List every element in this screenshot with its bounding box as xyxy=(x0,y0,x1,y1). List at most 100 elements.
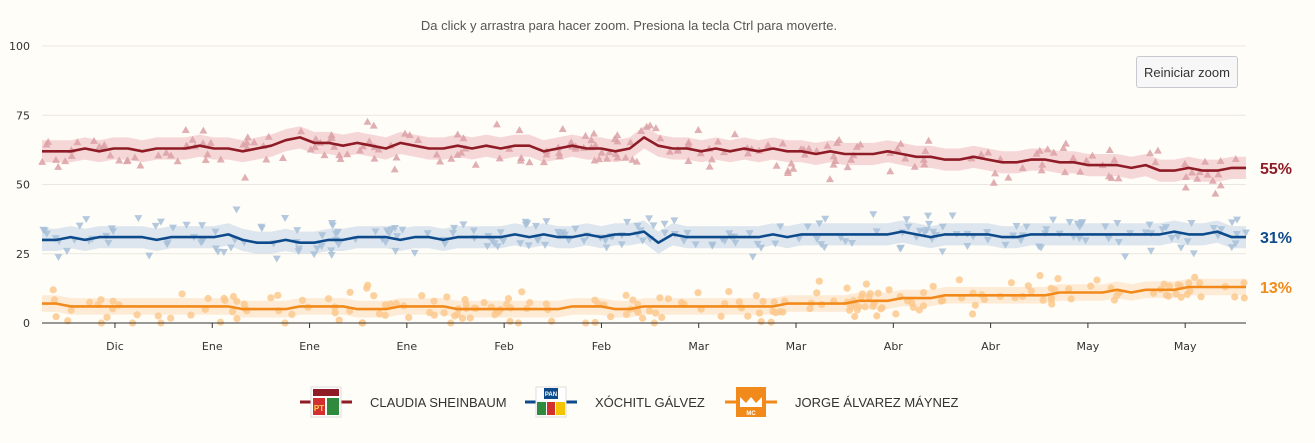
polling-chart[interactable]: Da click y arrastra para hacer zoom. Pre… xyxy=(0,0,1315,370)
poll-point-0-201 xyxy=(590,156,599,164)
poll-point-2-202 xyxy=(1185,279,1193,287)
poll-point-1-84 xyxy=(1146,247,1155,255)
poll-point-0-213 xyxy=(1216,157,1225,165)
trend-lines xyxy=(42,136,1246,311)
poll-point-2-133 xyxy=(744,312,752,320)
poll-point-0-99 xyxy=(977,150,986,158)
poll-point-2-121 xyxy=(772,309,780,317)
poll-point-2-155 xyxy=(375,310,383,318)
poll-point-2-131 xyxy=(862,280,871,288)
poll-point-0-49 xyxy=(831,156,840,164)
poll-point-1-50 xyxy=(564,237,573,245)
poll-point-0-91 xyxy=(673,146,682,154)
poll-point-1-56 xyxy=(156,218,165,226)
poll-point-1-44 xyxy=(660,220,669,228)
poll-point-0-50 xyxy=(278,154,287,162)
legend-item-sheinbaum[interactable]: PT CLAUDIA SHEINBAUM xyxy=(300,376,507,428)
poll-point-1-21 xyxy=(524,242,533,250)
poll-point-1-209 xyxy=(725,230,734,238)
poll-point-0-21 xyxy=(297,127,306,135)
poll-point-1-150 xyxy=(257,223,266,231)
poll-point-1-13 xyxy=(211,228,220,236)
poll-point-1-191 xyxy=(1012,222,1021,230)
svg-text:PAN: PAN xyxy=(545,392,557,398)
poll-point-2-129 xyxy=(233,297,241,305)
poll-point-1-168 xyxy=(683,229,692,237)
poll-point-0-158 xyxy=(829,152,838,160)
poll-point-2-97 xyxy=(694,289,702,297)
poll-point-0-102 xyxy=(910,162,919,170)
poll-point-0-162 xyxy=(651,124,660,132)
poll-point-2-48 xyxy=(622,310,631,318)
poll-point-0-12 xyxy=(763,141,772,149)
poll-point-0-185 xyxy=(365,137,374,145)
poll-point-0-219 xyxy=(459,134,468,142)
trend-line-series-2 xyxy=(42,285,1246,311)
poll-point-0-98 xyxy=(166,151,175,159)
poll-point-0-114 xyxy=(199,139,208,147)
poll-point-2-64 xyxy=(526,298,534,307)
poll-point-1-185 xyxy=(617,241,626,249)
end-label-series-2: 13% xyxy=(1260,280,1292,297)
poll-point-2-10 xyxy=(652,309,660,317)
poll-point-0-167 xyxy=(1076,167,1085,175)
poll-point-2-2 xyxy=(86,298,94,306)
poll-point-1-171 xyxy=(197,239,206,247)
legend-item-galvez[interactable]: PAN XÓCHITL GÁLVEZ xyxy=(525,376,705,428)
poll-point-0-109 xyxy=(453,150,462,158)
poll-point-0-57 xyxy=(436,157,445,165)
poll-point-2-49 xyxy=(405,313,413,322)
poll-point-1-95 xyxy=(983,236,992,244)
poll-point-0-86 xyxy=(61,157,70,165)
poll-point-1-194 xyxy=(541,241,550,249)
poll-point-2-37 xyxy=(1191,273,1199,281)
poll-point-0-187 xyxy=(613,137,622,145)
poll-point-2-203 xyxy=(873,312,881,320)
poll-point-1-190 xyxy=(649,222,658,230)
poll-point-0-197 xyxy=(203,150,212,158)
poll-point-1-80 xyxy=(1022,223,1031,231)
poll-points xyxy=(38,117,1250,327)
poll-point-0-218 xyxy=(243,133,252,141)
poll-point-1-9 xyxy=(1177,244,1186,252)
poll-point-1-69 xyxy=(145,252,154,260)
poll-point-1-182 xyxy=(554,228,563,236)
poll-point-2-24 xyxy=(381,311,389,319)
poll-point-0-67 xyxy=(1146,149,1155,157)
poll-point-0-77 xyxy=(1018,164,1027,172)
poll-point-0-28 xyxy=(241,173,250,181)
poll-point-1-198 xyxy=(1037,244,1046,252)
poll-point-2-151 xyxy=(167,314,175,322)
poll-point-2-57 xyxy=(980,295,989,304)
chart-subtitle: Da click y arrastra para hacer zoom. Pre… xyxy=(421,18,837,33)
poll-point-0-127 xyxy=(1035,146,1044,154)
poll-point-0-13 xyxy=(201,155,210,163)
legend-item-maynez[interactable]: MC JORGE ÁLVAREZ MÁYNEZ xyxy=(725,376,959,428)
poll-point-0-151 xyxy=(920,160,929,168)
poll-point-0-18 xyxy=(363,117,372,125)
poll-point-1-68 xyxy=(1214,232,1223,240)
poll-point-0-78 xyxy=(595,155,604,163)
legend: PT CLAUDIA SHEINBAUM PAN XÓCHITL GÁLVEZ xyxy=(300,376,1020,428)
poll-point-0-19 xyxy=(1153,146,1162,154)
poll-point-0-215 xyxy=(1231,154,1240,162)
poll-point-0-122 xyxy=(646,121,655,129)
poll-point-2-134 xyxy=(506,317,514,326)
poll-point-1-123 xyxy=(219,249,228,257)
poll-point-2-0 xyxy=(1165,282,1174,290)
poll-point-0-190 xyxy=(665,147,674,155)
poll-point-0-192 xyxy=(656,134,665,142)
poll-point-2-33 xyxy=(204,294,212,303)
reset-zoom-button[interactable]: Reiniciar zoom xyxy=(1136,56,1238,88)
poll-point-0-97 xyxy=(778,139,787,147)
poll-point-2-142 xyxy=(656,294,664,302)
poll-point-2-169 xyxy=(392,300,400,308)
poll-point-0-128 xyxy=(453,130,462,138)
poll-point-1-96 xyxy=(182,221,191,229)
poll-point-0-165 xyxy=(852,142,861,150)
poll-point-1-36 xyxy=(813,235,822,243)
poll-point-0-166 xyxy=(67,151,76,159)
poll-point-1-117 xyxy=(925,220,934,228)
poll-point-0-36 xyxy=(901,154,910,162)
poll-point-2-116 xyxy=(370,292,378,300)
